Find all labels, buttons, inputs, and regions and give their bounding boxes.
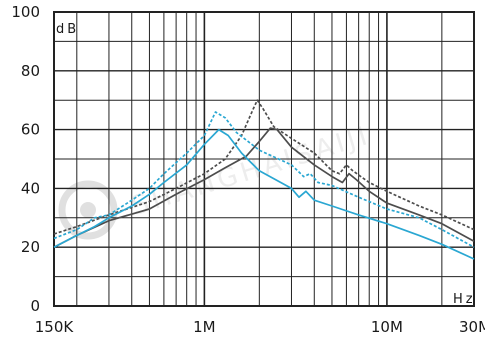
- x-tick-label: 30M: [459, 318, 485, 336]
- x-axis-tick-labels: 150K 1M 10M 30M: [35, 318, 485, 336]
- y-axis-unit-label: dB: [56, 22, 79, 37]
- y-axis-tick-labels: 0 20 40 60 80 100: [11, 3, 40, 315]
- plot-frame: [53, 11, 475, 307]
- y-tick-label: 20: [21, 238, 40, 256]
- x-axis-unit-label: Hz: [453, 292, 476, 307]
- series-group: [53, 99, 475, 260]
- series-line-3: [53, 111, 475, 248]
- y-tick-label: 80: [21, 62, 40, 80]
- x-tick-label: 150K: [35, 318, 75, 336]
- x-tick-label: 10M: [371, 318, 403, 336]
- y-tick-label: 40: [21, 179, 40, 197]
- y-tick-label: 60: [21, 121, 40, 139]
- watermark-logo-core: [80, 202, 96, 218]
- series-line-1: [53, 99, 475, 235]
- series-line-2: [53, 127, 475, 248]
- watermark-logo-icon: [58, 180, 118, 240]
- x-tick-label: 1M: [193, 318, 216, 336]
- series-line-4: [53, 128, 475, 260]
- y-tick-label: 100: [11, 3, 40, 21]
- watermark-text: SHANGHAISAIJI: [128, 120, 374, 221]
- y-tick-label: 0: [30, 297, 40, 315]
- plot-grid: [53, 11, 475, 307]
